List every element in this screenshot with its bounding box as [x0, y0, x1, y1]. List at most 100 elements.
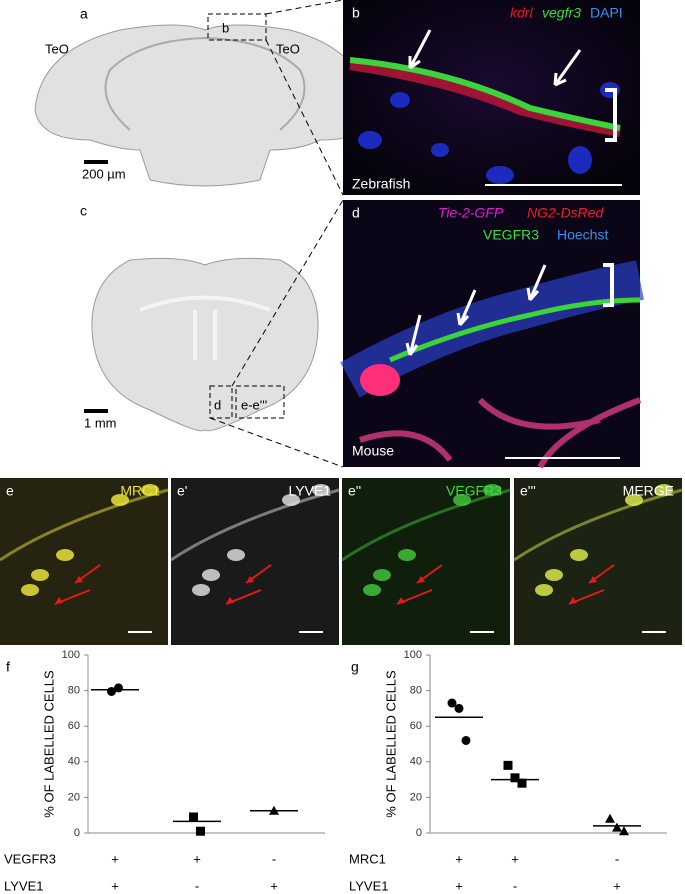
panel-letter: a [80, 6, 88, 22]
inset-box [209, 385, 233, 419]
cell [625, 494, 643, 506]
mouse-brain [91, 257, 319, 432]
cell [282, 494, 300, 506]
cell [312, 484, 330, 496]
category-sign: + [270, 878, 278, 893]
vessel [349, 60, 621, 137]
row-label: MRC1 [349, 851, 386, 866]
vessel [360, 364, 400, 396]
y-tick-label: 80 [410, 685, 422, 697]
data-point [619, 826, 629, 836]
y-axis-label: % OF LABELLED CELLS [41, 670, 56, 818]
data-point [503, 760, 513, 770]
stain-label: kdrl [510, 5, 533, 21]
arrow-head [55, 597, 63, 604]
micrograph [514, 478, 682, 645]
data-point [461, 735, 471, 745]
tissue-edge [341, 488, 511, 562]
data-point [196, 826, 205, 836]
y-tick-label: 40 [68, 756, 80, 768]
bracket [605, 88, 617, 142]
arrow-head [397, 597, 405, 604]
marker-label: LYVE1 [288, 483, 331, 499]
cell [31, 569, 49, 581]
cell [655, 484, 673, 496]
brain-outline [139, 295, 271, 360]
cell [453, 494, 471, 506]
cell [202, 569, 220, 581]
panel-e-row: e MRC1 e' LYVE1 e'' VEGFR3 e''' MERGE [0, 478, 683, 645]
arrow-head [75, 576, 83, 583]
tissue-edge [513, 488, 683, 562]
cell [545, 569, 563, 581]
bracket [603, 263, 614, 307]
arrow [405, 314, 422, 356]
species-label: Zebrafish [352, 176, 410, 192]
scale-label: 200 µm [82, 166, 126, 181]
category-sign: - [195, 878, 199, 893]
data-point [605, 813, 615, 823]
cell [21, 584, 39, 596]
stain-label: Tie-2-GFP [438, 205, 504, 221]
data-point [612, 822, 622, 832]
arrow-head [589, 576, 597, 583]
data-point [447, 698, 457, 708]
y-tick-label: 80 [68, 685, 80, 697]
panel-letter: c [80, 203, 87, 219]
micrograph [171, 478, 339, 645]
panel-letter: f [6, 659, 10, 675]
brain-outline [104, 37, 306, 131]
y-tick-label: 60 [68, 720, 80, 732]
category-sign: + [111, 851, 119, 866]
cell [56, 549, 74, 561]
inset-box [207, 13, 267, 41]
cell [483, 484, 501, 496]
panel-letter: b [352, 5, 360, 21]
tissue-edge [0, 488, 169, 562]
y-tick-label: 20 [68, 791, 80, 803]
row-label: VEGFR3 [4, 851, 56, 866]
cell [535, 584, 553, 596]
y-tick-label: 20 [410, 791, 422, 803]
marker-label: MRC1 [120, 483, 160, 499]
panel-letter: e' [177, 483, 187, 499]
arrow-head [226, 597, 234, 604]
cell [192, 584, 210, 596]
zoom-line [265, 39, 344, 196]
scale-label: 1 mm [84, 415, 117, 430]
charts: f % OF LABELLED CELLS 0 20 40 60 80 100 VEGFR3 LY… [4, 649, 667, 893]
inset-label: e-e''' [241, 397, 267, 412]
arrow-head [569, 597, 577, 604]
zoom-line [209, 417, 344, 468]
y-tick-label: 40 [410, 756, 422, 768]
data-point [189, 812, 198, 822]
panel-d: d Tie-2-GFP NG2-DsRed VEGFR3 Hoechst Mou… [340, 200, 644, 469]
species-label: Mouse [352, 443, 394, 459]
y-tick-label: 0 [74, 827, 80, 839]
arrow [456, 289, 477, 326]
cell [398, 549, 416, 561]
category-sign: + [193, 851, 201, 866]
y-tick-label: 100 [62, 649, 80, 661]
panel-c: c d e-e''' 1 mm [80, 199, 344, 468]
cell [570, 549, 588, 561]
data-point [510, 773, 520, 783]
y-tick-label: 0 [416, 827, 422, 839]
inset-label: b [222, 20, 229, 35]
cell [373, 569, 391, 581]
category-sign: + [111, 878, 119, 893]
data-point [107, 686, 116, 696]
category-sign: - [513, 878, 517, 893]
stain-label: NG2-DsRed [527, 205, 604, 221]
category-sign: + [613, 878, 621, 893]
vessel [349, 57, 621, 131]
arrow [553, 49, 582, 87]
data-point [114, 683, 123, 693]
category-sign: + [455, 851, 463, 866]
y-tick-label: 100 [404, 649, 422, 661]
data-point [454, 703, 464, 713]
micrograph [0, 478, 168, 645]
marker-label: VEGFR3 [446, 483, 502, 499]
data-point [517, 778, 527, 788]
panel-a: a b TeO TeO 200 µm [34, 0, 371, 196]
